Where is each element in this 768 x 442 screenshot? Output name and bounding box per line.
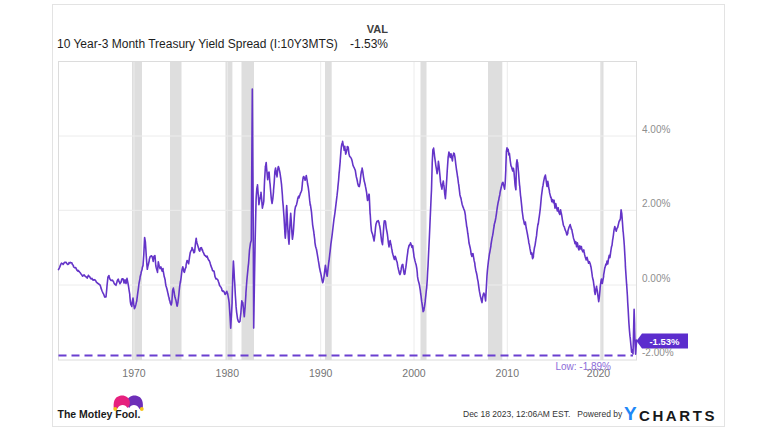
- svg-text:-1.53%: -1.53%: [649, 336, 680, 347]
